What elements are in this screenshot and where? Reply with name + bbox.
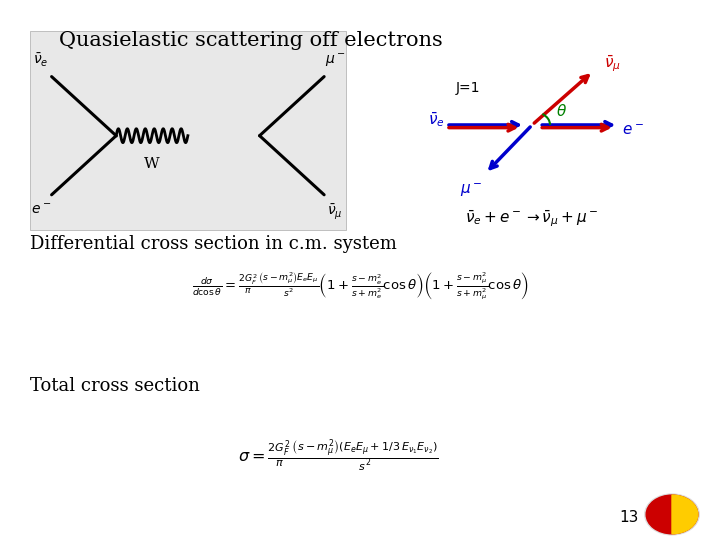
- Text: $\bar{\nu}_e + e^- \rightarrow \bar{\nu}_\mu + \mu^-$: $\bar{\nu}_e + e^- \rightarrow \bar{\nu}…: [465, 208, 599, 230]
- Wedge shape: [672, 495, 698, 534]
- Circle shape: [646, 495, 698, 534]
- Circle shape: [644, 494, 699, 535]
- Text: Differential cross section in c.m. system: Differential cross section in c.m. syste…: [30, 235, 397, 253]
- Text: $e^-$: $e^-$: [622, 123, 644, 138]
- Text: $\bar{\nu}_e$: $\bar{\nu}_e$: [33, 51, 48, 69]
- Text: $\bar{\nu}_e$: $\bar{\nu}_e$: [428, 110, 445, 129]
- FancyBboxPatch shape: [30, 31, 346, 230]
- Text: W: W: [144, 157, 160, 171]
- Text: $\bar{\nu}_\mu$: $\bar{\nu}_\mu$: [327, 203, 343, 222]
- Text: $\bar{\nu}_\mu$: $\bar{\nu}_\mu$: [604, 53, 621, 73]
- Text: $\mu^-$: $\mu^-$: [460, 181, 482, 199]
- Text: J=1: J=1: [455, 82, 480, 96]
- Text: Quasielastic scattering off electrons: Quasielastic scattering off electrons: [59, 31, 443, 50]
- Text: 13: 13: [619, 510, 639, 525]
- Text: $\theta$: $\theta$: [556, 103, 567, 118]
- Text: $\frac{d\sigma}{d\cos\theta} = \frac{2G_F^2}{\pi} \frac{\left(s-m_\mu^2\right)E_: $\frac{d\sigma}{d\cos\theta} = \frac{2G_…: [192, 271, 528, 302]
- Text: $e^-$: $e^-$: [31, 203, 51, 217]
- Text: $\sigma = \frac{2G_F^2}{\pi} \frac{\left(s-m_\mu^2\right)(E_e E_\mu + 1/3\, E_{\: $\sigma = \frac{2G_F^2}{\pi} \frac{\left…: [238, 437, 438, 474]
- Text: Total cross section: Total cross section: [30, 377, 200, 395]
- Text: $\mu^-$: $\mu^-$: [325, 52, 346, 69]
